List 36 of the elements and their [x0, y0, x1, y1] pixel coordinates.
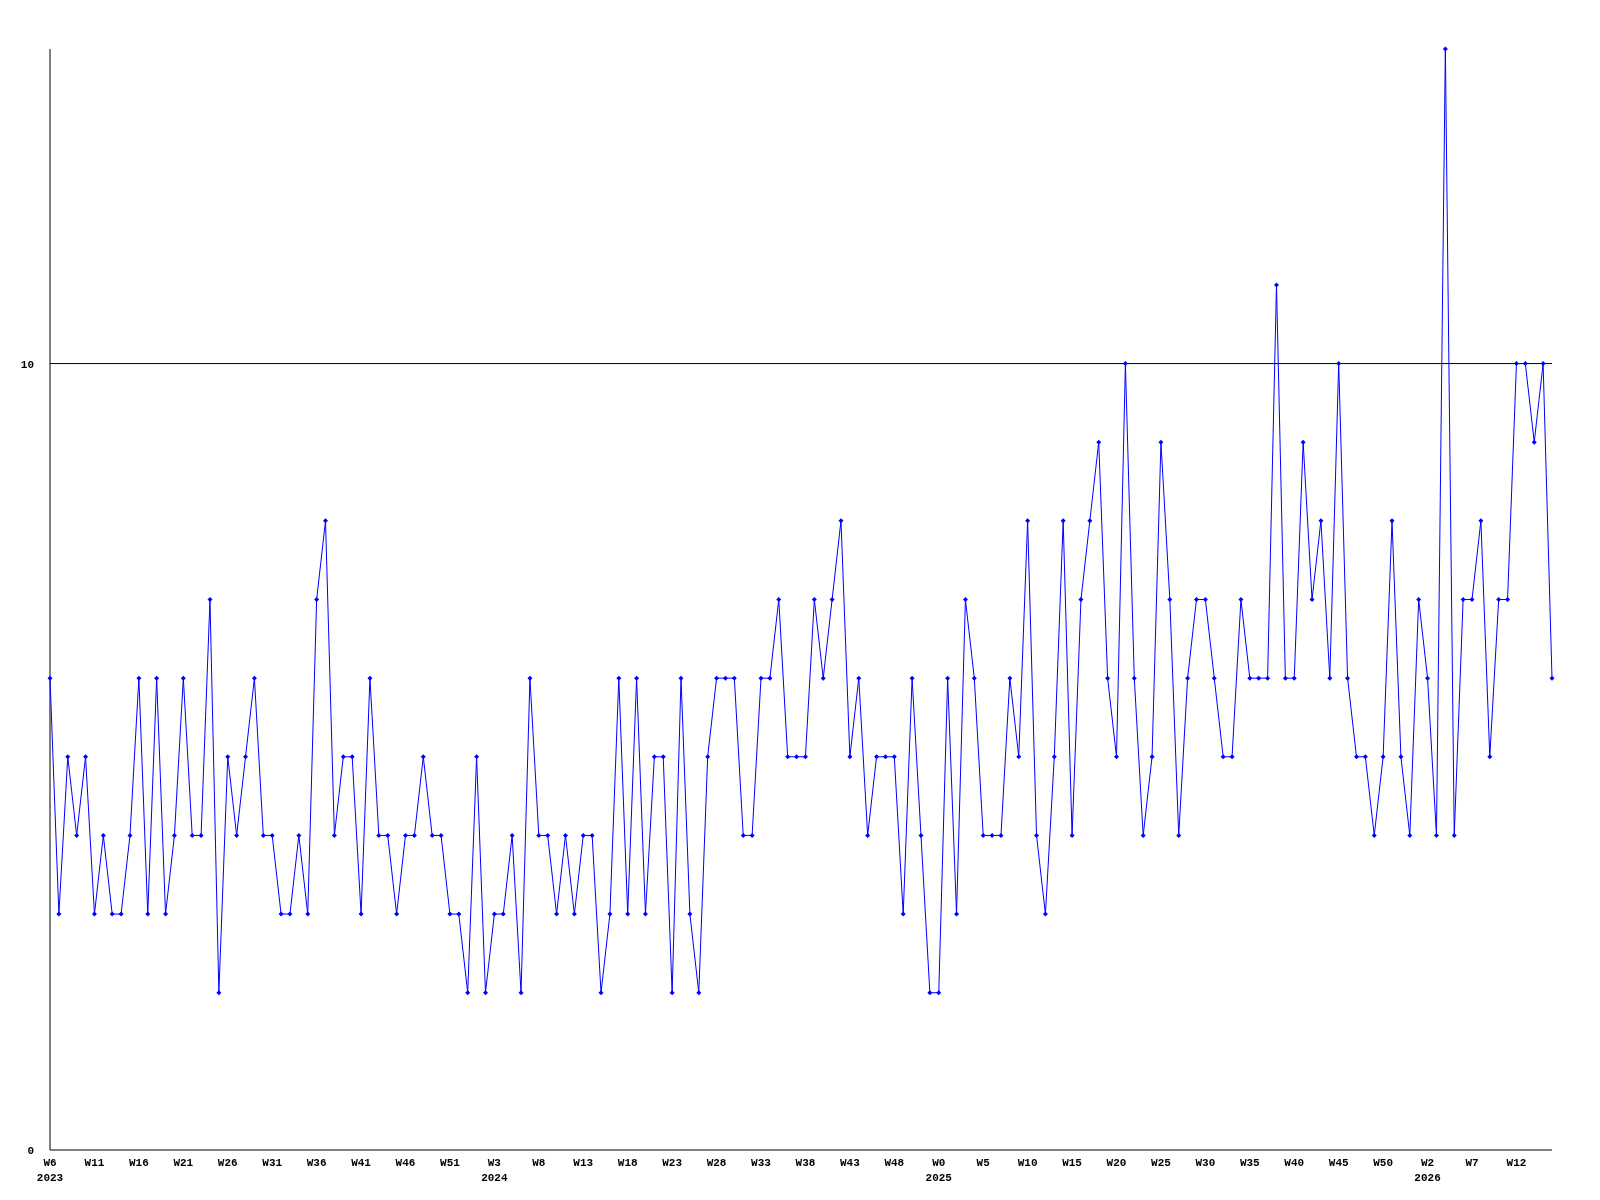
x-tick-label: W15 — [1062, 1157, 1083, 1169]
x-tick-label: W40 — [1284, 1157, 1305, 1169]
x-tick-label: W25 — [1151, 1157, 1172, 1169]
x-tick-label: W21 — [173, 1157, 194, 1169]
x-tick-label: W23 — [662, 1157, 683, 1169]
x-tick-label: W50 — [1373, 1157, 1394, 1169]
x-tick-label: W45 — [1328, 1157, 1349, 1169]
x-tick-label: W28 — [706, 1157, 727, 1169]
x-tick-label: W11 — [84, 1157, 105, 1169]
x-tick-label: W48 — [884, 1157, 905, 1169]
x-tick-label: W31 — [262, 1157, 283, 1169]
x-tick-label: W38 — [795, 1157, 816, 1169]
x-tick-label: W7 — [1465, 1157, 1479, 1169]
x-tick-label: W6 2023 — [36, 1157, 64, 1184]
x-tick-label: W2 2026 — [1414, 1157, 1441, 1184]
x-tick-label: W35 — [1239, 1157, 1261, 1169]
x-tick-label: W41 — [351, 1157, 372, 1169]
x-tick-label: W12 — [1506, 1157, 1527, 1169]
x-tick-label: W5 — [976, 1157, 991, 1169]
y-tick-label: 10 — [20, 358, 34, 371]
x-tick-label: W33 — [751, 1157, 772, 1169]
x-tick-label: W20 — [1106, 1157, 1127, 1169]
x-tick-label: W43 — [839, 1157, 861, 1169]
x-tick-label: W46 — [395, 1157, 416, 1169]
x-tick-label: W16 — [128, 1157, 149, 1169]
x-tick-label: W26 — [217, 1157, 238, 1169]
x-tick-label: W0 2025 — [925, 1157, 953, 1184]
x-tick-label: W30 — [1195, 1157, 1216, 1169]
y-tick-label: 0 — [27, 1145, 34, 1157]
x-tick-label: W8 — [532, 1157, 546, 1169]
x-tick-label: W10 — [1017, 1157, 1038, 1169]
x-tick-label: W18 — [617, 1157, 638, 1169]
x-tick-label: W51 — [440, 1157, 461, 1169]
x-tick-label: W3 2024 — [481, 1157, 508, 1184]
x-tick-label: W36 — [306, 1157, 327, 1169]
x-tick-label: W13 — [573, 1157, 594, 1169]
